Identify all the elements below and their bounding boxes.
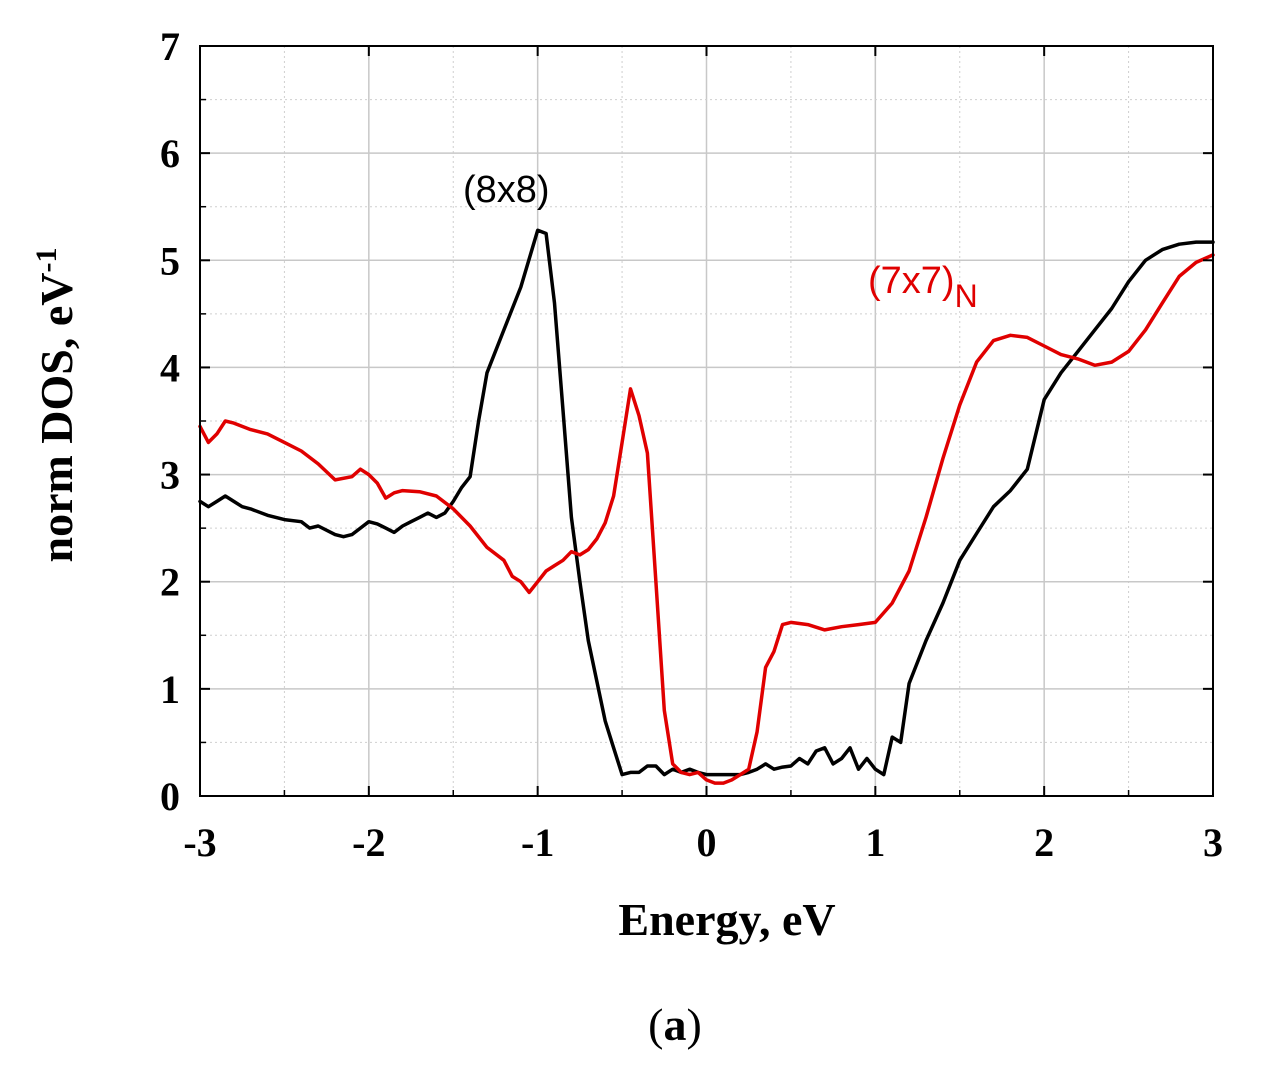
grid [200,46,1213,796]
x-tick-label: 2 [1034,820,1054,865]
y-tick-label: 1 [160,667,180,712]
x-tick-label: -3 [183,820,216,865]
y-tick-label: 6 [160,131,180,176]
y-axis-title-sup: -1 [30,247,63,272]
panel-label: (a) [648,999,702,1050]
series-line-8x8 [198,228,1215,777]
x-tick-label: 1 [865,820,885,865]
series-line-7x7n [198,253,1215,785]
x-tick-label: 0 [697,820,717,865]
y-tick-label: 5 [160,238,180,283]
x-tick-label: -1 [521,820,554,865]
y-axis-title-main: norm DOS, eV [31,272,82,562]
ticks [199,45,1214,797]
x-tick-label: 3 [1203,820,1223,865]
series-label-8x8: (8x8) [463,169,550,211]
panel-label-letter: a [664,999,687,1050]
series-label-7x7n-main: (7x7) [868,260,955,302]
series-label-7x7n-sub: N [955,278,978,314]
tick-labels: -3 -2 -1 0 1 2 3 0 1 2 3 4 5 6 7 [160,24,1223,865]
series-label-7x7n: (7x7)N [868,260,978,314]
y-tick-label: 3 [160,453,180,498]
x-tick-label: -2 [352,820,385,865]
y-axis-title: norm DOS, eV-1 [30,247,83,562]
y-tick-label: 4 [160,345,180,390]
series-lines [198,228,1215,785]
series-label-8x8-main: (8x8) [463,169,550,211]
x-axis-title: Energy, eV [618,894,835,945]
y-tick-label: 2 [160,560,180,605]
y-tick-label: 0 [160,774,180,819]
y-tick-label: 7 [160,24,180,69]
